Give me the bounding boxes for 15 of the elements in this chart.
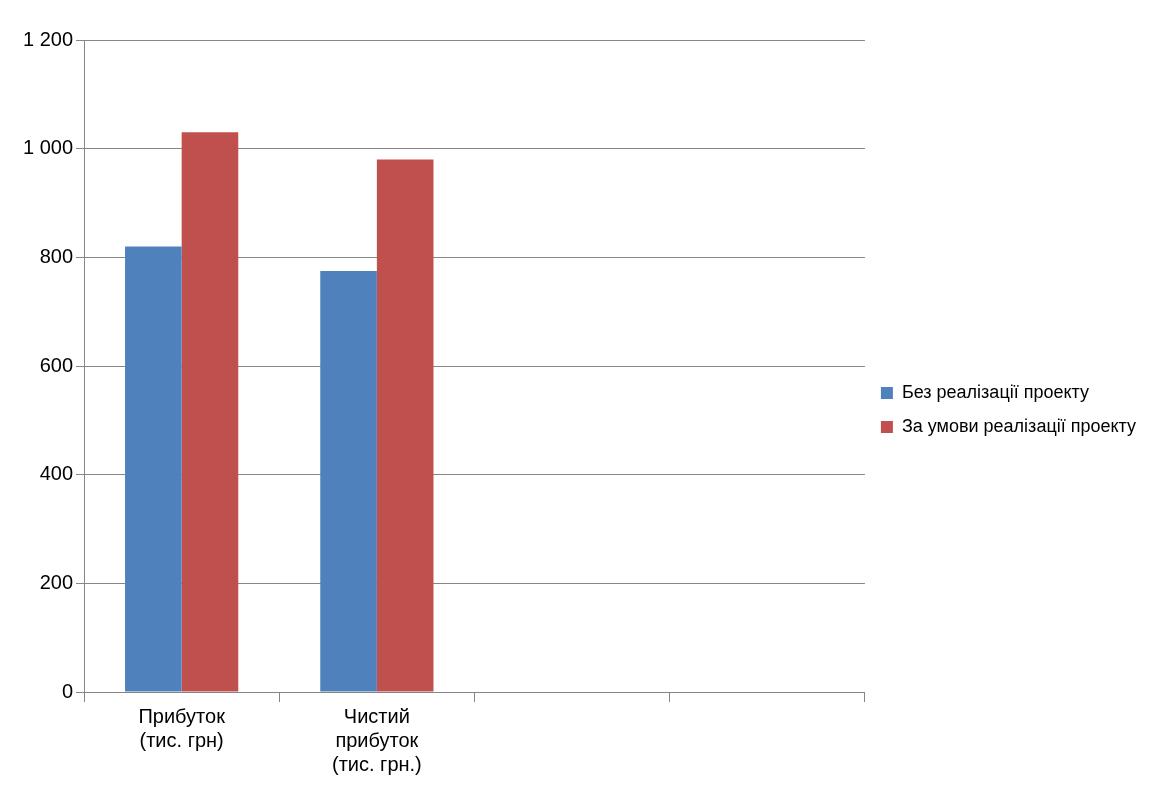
y-tick-label: 200 [39,570,74,593]
bar [320,270,377,692]
bar [181,132,239,692]
bar [125,246,182,692]
y-tick-label: 600 [39,353,74,376]
y-tick-label: 0 [61,679,74,702]
bar [376,159,434,692]
y-tick-label: 800 [39,244,74,267]
legend-label: Без реалізації проекту [901,381,1089,402]
x-tick-label: Прибуток (тис. грн) [138,704,226,751]
x-tick-label: Чистий прибуток (тис. грн.) [331,704,422,775]
y-tick-label: 1 000 [22,136,74,159]
y-tick-label: 400 [39,462,74,485]
y-tick-label: 1 200 [22,27,74,50]
legend-label: За умови реалізації проекту [901,415,1137,436]
